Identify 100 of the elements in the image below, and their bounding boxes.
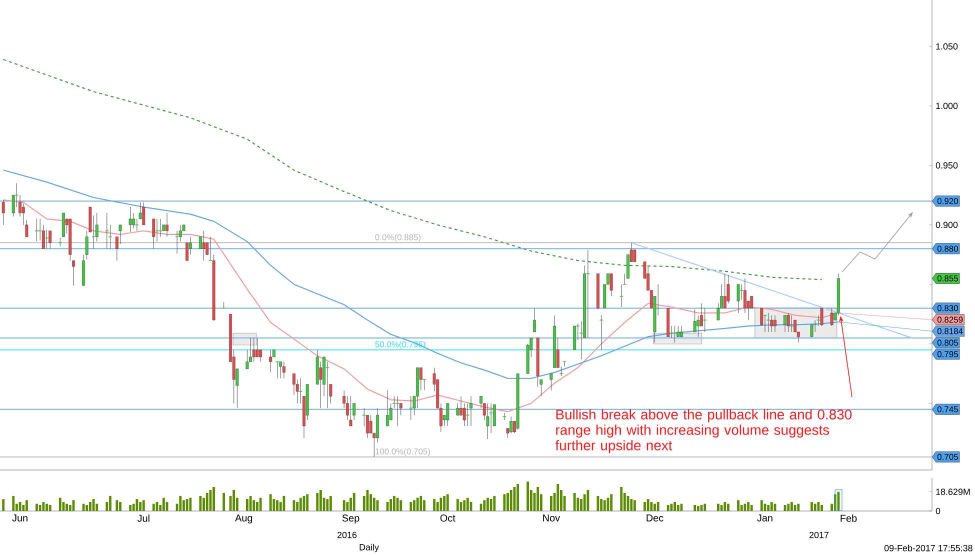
bar	[109, 496, 112, 511]
bar	[276, 500, 278, 511]
bar	[704, 504, 706, 511]
candlestick	[154, 218, 160, 242]
candlestick	[766, 312, 770, 332]
y-tick-label: 18.629M	[936, 488, 970, 495]
bar	[390, 499, 392, 511]
bar	[88, 502, 92, 511]
ref-line-label: 0.745	[937, 406, 958, 412]
bar	[490, 499, 492, 511]
bar	[737, 500, 740, 511]
bar	[747, 502, 750, 511]
candlestick	[44, 229, 49, 249]
bar	[12, 496, 15, 511]
bar	[246, 499, 248, 511]
bar	[493, 496, 496, 511]
candlestick	[72, 260, 75, 286]
bar	[650, 502, 653, 511]
bar	[269, 494, 272, 511]
bar	[46, 504, 48, 511]
bar	[644, 502, 646, 511]
bar	[666, 505, 670, 511]
x-tick-label: Jan	[757, 514, 772, 522]
bar	[556, 484, 560, 511]
bar	[794, 505, 796, 511]
bar	[810, 502, 813, 511]
text: 2017	[809, 532, 829, 538]
y-tick-label: 1.000	[936, 102, 958, 110]
candlestick	[486, 403, 490, 440]
bar	[319, 490, 322, 511]
bar	[583, 494, 586, 511]
bar	[646, 499, 650, 511]
x-tick-label: Feb	[840, 514, 857, 522]
bar	[586, 490, 590, 511]
bar	[352, 492, 356, 511]
y-tick-label: 1.050	[936, 43, 958, 50]
candlestick	[395, 396, 400, 426]
candlestick	[2, 200, 5, 226]
candlestick	[132, 212, 136, 229]
bar	[820, 505, 823, 511]
candlestick	[550, 373, 553, 391]
bar	[767, 505, 770, 511]
candlestick	[723, 273, 726, 308]
bar	[346, 502, 349, 511]
candlestick	[386, 390, 389, 426]
bar	[446, 494, 449, 511]
bar	[330, 496, 332, 511]
candlestick	[693, 309, 696, 332]
candlestick	[743, 278, 746, 314]
x-tick-label: Jul	[137, 514, 150, 522]
candlestick	[784, 315, 786, 332]
candlestick	[669, 326, 674, 338]
bar	[410, 502, 412, 511]
bar	[760, 500, 763, 511]
bar	[232, 490, 236, 511]
bar	[42, 502, 45, 511]
bar	[536, 486, 540, 511]
bar	[119, 502, 122, 511]
y-tick-label: 0.950	[936, 162, 958, 169]
bar	[506, 492, 509, 511]
bar	[573, 492, 576, 511]
bar	[634, 500, 636, 511]
bar	[814, 504, 816, 511]
candlestick	[573, 326, 576, 350]
bar	[416, 498, 419, 511]
bar	[603, 500, 606, 511]
bar	[252, 500, 256, 511]
bar	[212, 486, 215, 511]
bar	[66, 504, 68, 511]
bar	[770, 502, 773, 511]
candlestick	[770, 315, 774, 332]
bar	[316, 492, 319, 511]
candlestick	[104, 212, 109, 249]
bar	[36, 504, 38, 511]
candlestick	[152, 218, 156, 249]
bar	[456, 499, 459, 511]
candlestick	[533, 308, 536, 332]
bar	[259, 498, 262, 511]
bar	[486, 498, 489, 511]
bar	[466, 498, 469, 511]
candlestick	[830, 308, 834, 326]
bar	[420, 496, 422, 511]
candlestick	[633, 250, 636, 262]
candlestick	[208, 236, 213, 262]
ref-line-label: 0.805	[937, 340, 958, 346]
ref-line-label: 0.705	[937, 454, 958, 460]
candlestick	[34, 218, 39, 242]
bar	[299, 498, 302, 511]
bar	[696, 506, 700, 511]
bar	[413, 500, 416, 511]
bar	[423, 500, 426, 511]
bar	[179, 496, 182, 511]
x-tick-label: Jun	[12, 514, 28, 522]
bar	[48, 505, 52, 511]
bar	[206, 492, 208, 511]
bar	[790, 502, 793, 511]
bar	[727, 504, 730, 511]
candlestick	[422, 379, 426, 391]
bar	[550, 496, 552, 511]
y-tick-label: 0	[936, 508, 940, 514]
